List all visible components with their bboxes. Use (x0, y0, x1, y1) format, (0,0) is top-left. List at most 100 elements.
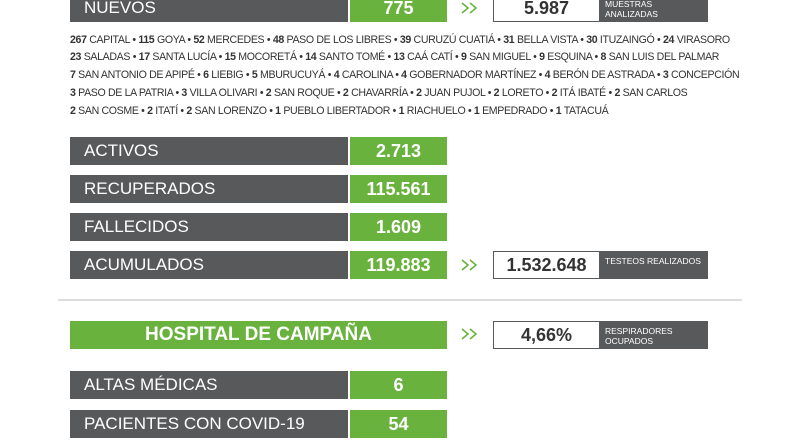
row-label: PACIENTES CON COVID-19 (70, 410, 348, 438)
count: 4 (401, 69, 407, 81)
locality: SAN ANTONIO DE APIPÉ (78, 69, 195, 81)
row-label: RECUPERADOS (70, 175, 348, 203)
locality: BERÓN DE ASTRADA (552, 69, 655, 81)
locality: TATACUÁ (563, 105, 609, 117)
locality: BELLA VISTA (516, 34, 578, 46)
count: 17 (138, 51, 150, 63)
locality: GOYA (156, 34, 185, 46)
count: 6 (203, 69, 209, 81)
row-value: 2.713 (350, 137, 447, 165)
locality-line: 267 CAPITAL • 115 GOYA • 52 MERCEDES • 4… (70, 34, 730, 46)
locality: SAN LUIS DEL PALMAR (608, 51, 720, 63)
count: 2 (551, 87, 558, 99)
locality: CHAVARRÍA (351, 87, 408, 99)
count: 2 (186, 105, 192, 117)
count: 2 (265, 87, 272, 99)
locality: PASO DE LA PATRIA (78, 87, 173, 99)
box-value: 4,66% (494, 322, 599, 348)
locality: LORETO (501, 87, 544, 99)
count: 7 (70, 69, 76, 81)
count: 8 (600, 51, 606, 63)
count: 1 (555, 105, 562, 117)
row-value: 775 (350, 0, 447, 22)
row-label: ALTAS MÉDICAS (70, 371, 348, 399)
count: 2 (416, 87, 422, 99)
row-value: 1.609 (350, 213, 447, 241)
count: 23 (70, 51, 82, 63)
count: 48 (272, 34, 284, 46)
count: 3 (662, 69, 669, 81)
locality: CONCEPCIÓN (670, 69, 740, 81)
locality-line: 3 PASO DE LA PATRIA • 3 VILLA OLIVARI • … (70, 87, 688, 99)
locality: SAN ROQUE (273, 87, 335, 99)
count: 14 (305, 51, 317, 63)
count: 31 (503, 34, 515, 46)
row-value: 119.883 (350, 251, 447, 279)
count: 15 (224, 51, 236, 63)
count: 1 (398, 105, 405, 117)
count: 52 (193, 34, 205, 46)
hospital-title: HOSPITAL DE CAMPAÑA (70, 321, 447, 349)
locality: VIRASORO (676, 34, 730, 46)
locality: MOCORETÁ (238, 51, 297, 63)
count: 30 (586, 34, 598, 46)
count: 39 (399, 34, 411, 46)
locality: CAÁ CATÍ (407, 51, 453, 63)
count: 1 (473, 105, 480, 117)
locality: VILLA OLIVARI (189, 87, 258, 99)
locality: GOBERNADOR MARTÍNEZ (409, 69, 537, 81)
box-value: 1.532.648 (494, 252, 599, 278)
locality-line: 7 SAN ANTONIO DE APIPÉ • 6 LIEBIG • 5 MB… (70, 69, 740, 81)
count: 2 (70, 105, 76, 117)
locality-line: 23 SALADAS • 17 SANTA LUCÍA • 15 MOCORET… (70, 51, 720, 63)
locality: PASO DE LOS LIBRES (286, 34, 392, 46)
count: 24 (663, 34, 675, 46)
locality: CURUZÚ CUATIÁ (413, 34, 496, 46)
row-label: NUEVOS (70, 0, 348, 22)
box-label: TESTEOS REALIZADOS (599, 252, 707, 278)
locality: ITATÍ (155, 105, 178, 117)
count: 5 (251, 69, 258, 81)
info-box: 4,66% RESPIRADORES OCUPADOS (493, 321, 708, 349)
locality: SANTO TOMÉ (318, 51, 385, 63)
row-label: FALLECIDOS (70, 213, 348, 241)
count: 1 (275, 105, 281, 117)
count: 2 (147, 105, 153, 117)
locality: LIEBIG (211, 69, 244, 81)
row-value: 115.561 (350, 175, 447, 203)
count: 4 (333, 69, 340, 81)
info-box: 1.532.648 TESTEOS REALIZADOS (493, 251, 708, 279)
row-value: 54 (350, 410, 447, 438)
count: 2 (493, 87, 500, 99)
chevrons (461, 2, 478, 340)
box-value: 5.987 (494, 0, 599, 21)
locality: CAROLINA (341, 69, 393, 81)
row-label: ACUMULADOS (70, 251, 348, 279)
locality-line: 2 SAN COSME • 2 ITATÍ • 2 SAN LORENZO • … (70, 105, 609, 117)
locality: JUAN PUJOL (424, 87, 486, 99)
count: 267 (70, 34, 87, 46)
count: 2 (614, 87, 620, 99)
row-value: 6 (350, 371, 447, 399)
locality: RIACHUELO (406, 105, 466, 117)
locality: SAN LORENZO (194, 105, 267, 117)
locality: MERCEDES (207, 34, 265, 46)
locality: ITÁ IBATÉ (559, 87, 606, 99)
row-label: ACTIVOS (70, 137, 348, 165)
count: 2 (342, 87, 349, 99)
locality: ITUZAINGÓ (599, 34, 655, 46)
locality: ESQUINA (547, 51, 592, 63)
locality: CAPITAL (89, 34, 130, 46)
locality: SANTA LUCÍA (152, 51, 217, 63)
locality: SAN MIGUEL (469, 51, 531, 63)
locality: SAN COSME (78, 105, 139, 117)
locality: EMPEDRADO (482, 105, 548, 117)
locality: SALADAS (83, 51, 131, 63)
count: 13 (393, 51, 405, 63)
count: 3 (70, 87, 76, 99)
count: 9 (460, 51, 467, 63)
box-label: RESPIRADORES OCUPADOS (599, 322, 707, 348)
count: 9 (539, 51, 545, 63)
